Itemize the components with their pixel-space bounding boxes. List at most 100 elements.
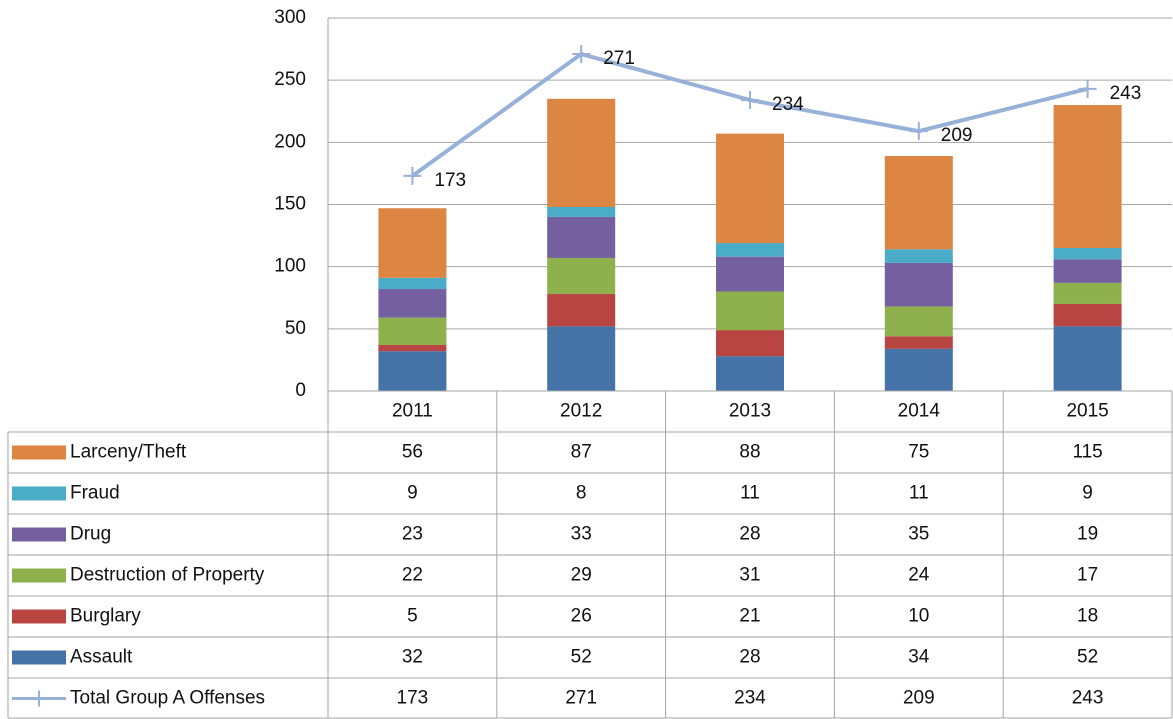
data-label: 234 <box>772 94 804 115</box>
legend-label: Destruction of Property <box>70 565 265 586</box>
bar-segment <box>884 156 953 250</box>
line-marker <box>909 122 928 141</box>
table-cell: 32 <box>402 647 423 668</box>
table-cell: 5 <box>407 606 418 627</box>
x-tick-label: 2012 <box>560 401 602 422</box>
bar-segment <box>547 257 616 295</box>
y-tick-label: 50 <box>285 318 306 339</box>
legend-key <box>12 650 66 665</box>
legend-key <box>12 445 66 460</box>
table-cell: 22 <box>402 565 423 586</box>
x-tick-label: 2014 <box>898 401 941 422</box>
y-tick-label: 100 <box>274 256 306 277</box>
table-cell: 234 <box>734 688 766 709</box>
line-marker <box>572 45 591 64</box>
legend-key <box>12 486 66 501</box>
legend-key <box>12 609 66 624</box>
table-cell: 9 <box>1082 483 1093 504</box>
bar-segment <box>716 243 784 257</box>
table-cell: 52 <box>571 647 592 668</box>
bar-segment <box>547 294 616 327</box>
y-tick-label: 0 <box>295 380 306 401</box>
legend-label: Fraud <box>70 483 120 504</box>
data-label: 209 <box>941 125 973 146</box>
data-label: 173 <box>434 170 466 191</box>
bar-segment <box>716 256 784 292</box>
legend-label: Drug <box>70 524 111 545</box>
bar-segment <box>716 330 784 357</box>
table-cell: 17 <box>1077 565 1098 586</box>
line-marker <box>403 166 422 185</box>
bar-segment <box>1053 248 1122 260</box>
table-cell: 87 <box>571 442 592 463</box>
x-tick-label: 2015 <box>1066 401 1108 422</box>
x-tick-label: 2013 <box>729 401 771 422</box>
bar-segment <box>378 289 447 318</box>
bar-segment <box>378 277 447 290</box>
table-cell: 18 <box>1077 606 1098 627</box>
bar-segment <box>884 262 953 307</box>
table-cell: 19 <box>1077 524 1098 545</box>
bar-segment <box>378 208 447 278</box>
legend-key-marker <box>31 690 47 707</box>
table-cell: 21 <box>739 606 760 627</box>
bar-segment <box>884 306 953 337</box>
table-cell: 75 <box>908 442 929 463</box>
table-cell: 26 <box>571 606 592 627</box>
bar-segment <box>547 98 616 207</box>
y-tick-label: 150 <box>274 194 306 215</box>
bar-segment <box>547 216 616 258</box>
table-cell: 10 <box>908 606 929 627</box>
table-cell: 209 <box>903 688 935 709</box>
bar-segment <box>716 291 784 331</box>
y-tick-label: 200 <box>274 131 306 152</box>
table-cell: 29 <box>571 565 592 586</box>
y-tick-label: 300 <box>274 7 306 28</box>
data-label: 271 <box>603 48 635 69</box>
legend-label: Total Group A Offenses <box>70 688 265 709</box>
bar-segment <box>1053 303 1122 327</box>
bar-segment <box>378 351 447 391</box>
bar-segment <box>884 249 953 263</box>
x-tick-label: 2011 <box>392 401 433 422</box>
legend-key <box>12 527 66 542</box>
table-cell: 11 <box>740 483 760 504</box>
bar-segment <box>1053 282 1122 304</box>
table-cell: 173 <box>397 688 429 709</box>
legend-label: Burglary <box>70 606 141 627</box>
data-label: 243 <box>1110 83 1142 104</box>
table-cell: 23 <box>402 524 423 545</box>
bar-segment <box>378 317 447 345</box>
table-cell: 35 <box>908 524 929 545</box>
table-cell: 56 <box>402 442 423 463</box>
bar-segment <box>1053 105 1122 249</box>
bar-segment <box>884 336 953 349</box>
bar-segment <box>547 206 616 217</box>
bar-segment <box>716 133 784 244</box>
bar-segment <box>1053 259 1122 283</box>
legend-label: Assault <box>70 647 133 668</box>
table-cell: 271 <box>565 688 597 709</box>
table-cell: 28 <box>739 524 760 545</box>
table-cell: 33 <box>571 524 592 545</box>
table-cell: 31 <box>739 565 760 586</box>
table-cell: 24 <box>908 565 930 586</box>
bar-segment <box>547 326 616 391</box>
bar-segment <box>1053 326 1122 391</box>
legend-label: Larceny/Theft <box>70 442 187 463</box>
table-cell: 8 <box>576 483 587 504</box>
table-cell: 34 <box>908 647 930 668</box>
bar-segment <box>378 344 447 352</box>
table-cell: 243 <box>1072 688 1104 709</box>
line-marker <box>741 91 759 110</box>
y-tick-label: 250 <box>274 69 306 90</box>
bar-segment <box>884 348 953 391</box>
line-marker <box>1078 79 1097 98</box>
legend-key <box>12 568 66 583</box>
table-cell: 11 <box>909 483 929 504</box>
bar-segment <box>716 356 784 391</box>
table-cell: 28 <box>739 647 760 668</box>
table-cell: 88 <box>739 442 760 463</box>
